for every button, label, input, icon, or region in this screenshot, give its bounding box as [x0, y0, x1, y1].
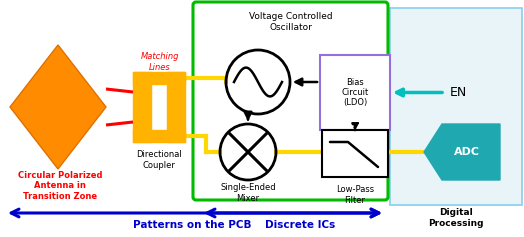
- Text: Digital
Processing: Digital Processing: [428, 208, 484, 228]
- Text: Discrete ICs: Discrete ICs: [265, 220, 335, 230]
- Text: Directional
Coupler: Directional Coupler: [136, 150, 182, 170]
- Text: Single-Ended
Mixer: Single-Ended Mixer: [220, 183, 276, 203]
- Text: Low-Pass
Filter: Low-Pass Filter: [336, 185, 374, 205]
- Text: ADC: ADC: [454, 147, 480, 157]
- Polygon shape: [10, 45, 106, 169]
- Text: Bias
Circuit
(LDO): Bias Circuit (LDO): [341, 77, 368, 107]
- Text: Voltage Controlled
Oscillator: Voltage Controlled Oscillator: [249, 12, 332, 32]
- Text: Circular Polarized
Antenna in
Transition Zone: Circular Polarized Antenna in Transition…: [18, 171, 102, 201]
- Text: Patterns on the PCB: Patterns on the PCB: [133, 220, 251, 230]
- FancyBboxPatch shape: [322, 130, 388, 177]
- FancyBboxPatch shape: [193, 2, 388, 200]
- Text: EN: EN: [450, 86, 467, 99]
- FancyBboxPatch shape: [133, 72, 185, 84]
- Polygon shape: [424, 124, 500, 180]
- Text: Matching
Lines: Matching Lines: [141, 52, 179, 72]
- FancyBboxPatch shape: [167, 72, 185, 142]
- FancyBboxPatch shape: [133, 130, 185, 142]
- FancyBboxPatch shape: [390, 8, 522, 205]
- FancyBboxPatch shape: [320, 55, 390, 130]
- FancyBboxPatch shape: [133, 72, 151, 142]
